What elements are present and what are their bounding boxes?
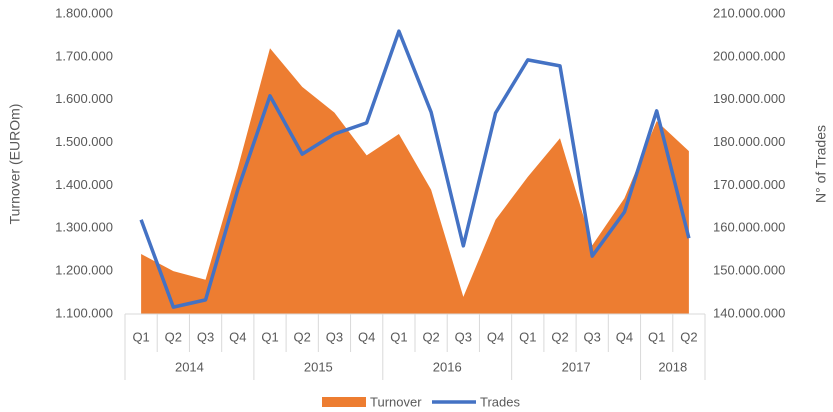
x-tick-label: Q2: [294, 329, 311, 344]
x-tick-label: Q3: [326, 329, 343, 344]
x-tick-label: Q4: [487, 329, 504, 344]
x-tick-label: Q3: [197, 329, 214, 344]
x-tick-label: Q1: [390, 329, 407, 344]
y-axis-title: Turnover (EUROm): [7, 104, 23, 225]
x-tick-label: Q3: [584, 329, 601, 344]
x-tick-label: Q1: [519, 329, 536, 344]
y-tick-label: 1.400.000: [55, 177, 113, 192]
x-tick-label: Q4: [616, 329, 633, 344]
y2-tick-label: 190.000.000: [713, 91, 785, 106]
y-tick-label: 1.600.000: [55, 91, 113, 106]
x-group-label: 2017: [562, 359, 591, 374]
x-tick-label: Q4: [358, 329, 375, 344]
y-tick-label: 1.800.000: [55, 5, 113, 20]
x-group-label: 2016: [433, 359, 462, 374]
x-tick-label: Q2: [165, 329, 182, 344]
area: [141, 48, 689, 315]
legend-label: Trades: [480, 394, 520, 409]
y-tick-label: 1.700.000: [55, 48, 113, 63]
x-tick-label: Q3: [455, 329, 472, 344]
line: [139, 29, 691, 309]
y-tick-label: 1.500.000: [55, 134, 113, 149]
y2-tick-label: 200.000.000: [713, 48, 785, 63]
x-tick-label: Q2: [551, 329, 568, 344]
y2-tick-label: 180.000.000: [713, 134, 785, 149]
y2-tick-label: 210.000.000: [713, 5, 785, 20]
y-tick-label: 1.300.000: [55, 220, 113, 235]
y-tick-label: 1.200.000: [55, 263, 113, 278]
x-tick-label: Q1: [132, 329, 149, 344]
x-group-label: 2015: [304, 359, 333, 374]
y-tick-label: 1.100.000: [55, 305, 113, 320]
x-group-label: 2014: [175, 359, 204, 374]
y2-tick-label: 160.000.000: [713, 220, 785, 235]
y2-axis-title: N° of Trades: [813, 125, 829, 203]
x-tick-label: Q2: [680, 329, 697, 344]
y2-tick-label: 170.000.000: [713, 177, 785, 192]
y2-tick-label: 140.000.000: [713, 305, 785, 320]
x-tick-label: Q1: [261, 329, 278, 344]
x-tick-label: Q4: [229, 329, 246, 344]
x-group-label: 2018: [658, 359, 687, 374]
y2-tick-label: 150.000.000: [713, 263, 785, 278]
legend-label: Turnover: [370, 394, 422, 409]
x-tick-label: Q1: [648, 329, 665, 344]
legend-swatch: [322, 397, 366, 407]
x-tick-label: Q2: [422, 329, 439, 344]
